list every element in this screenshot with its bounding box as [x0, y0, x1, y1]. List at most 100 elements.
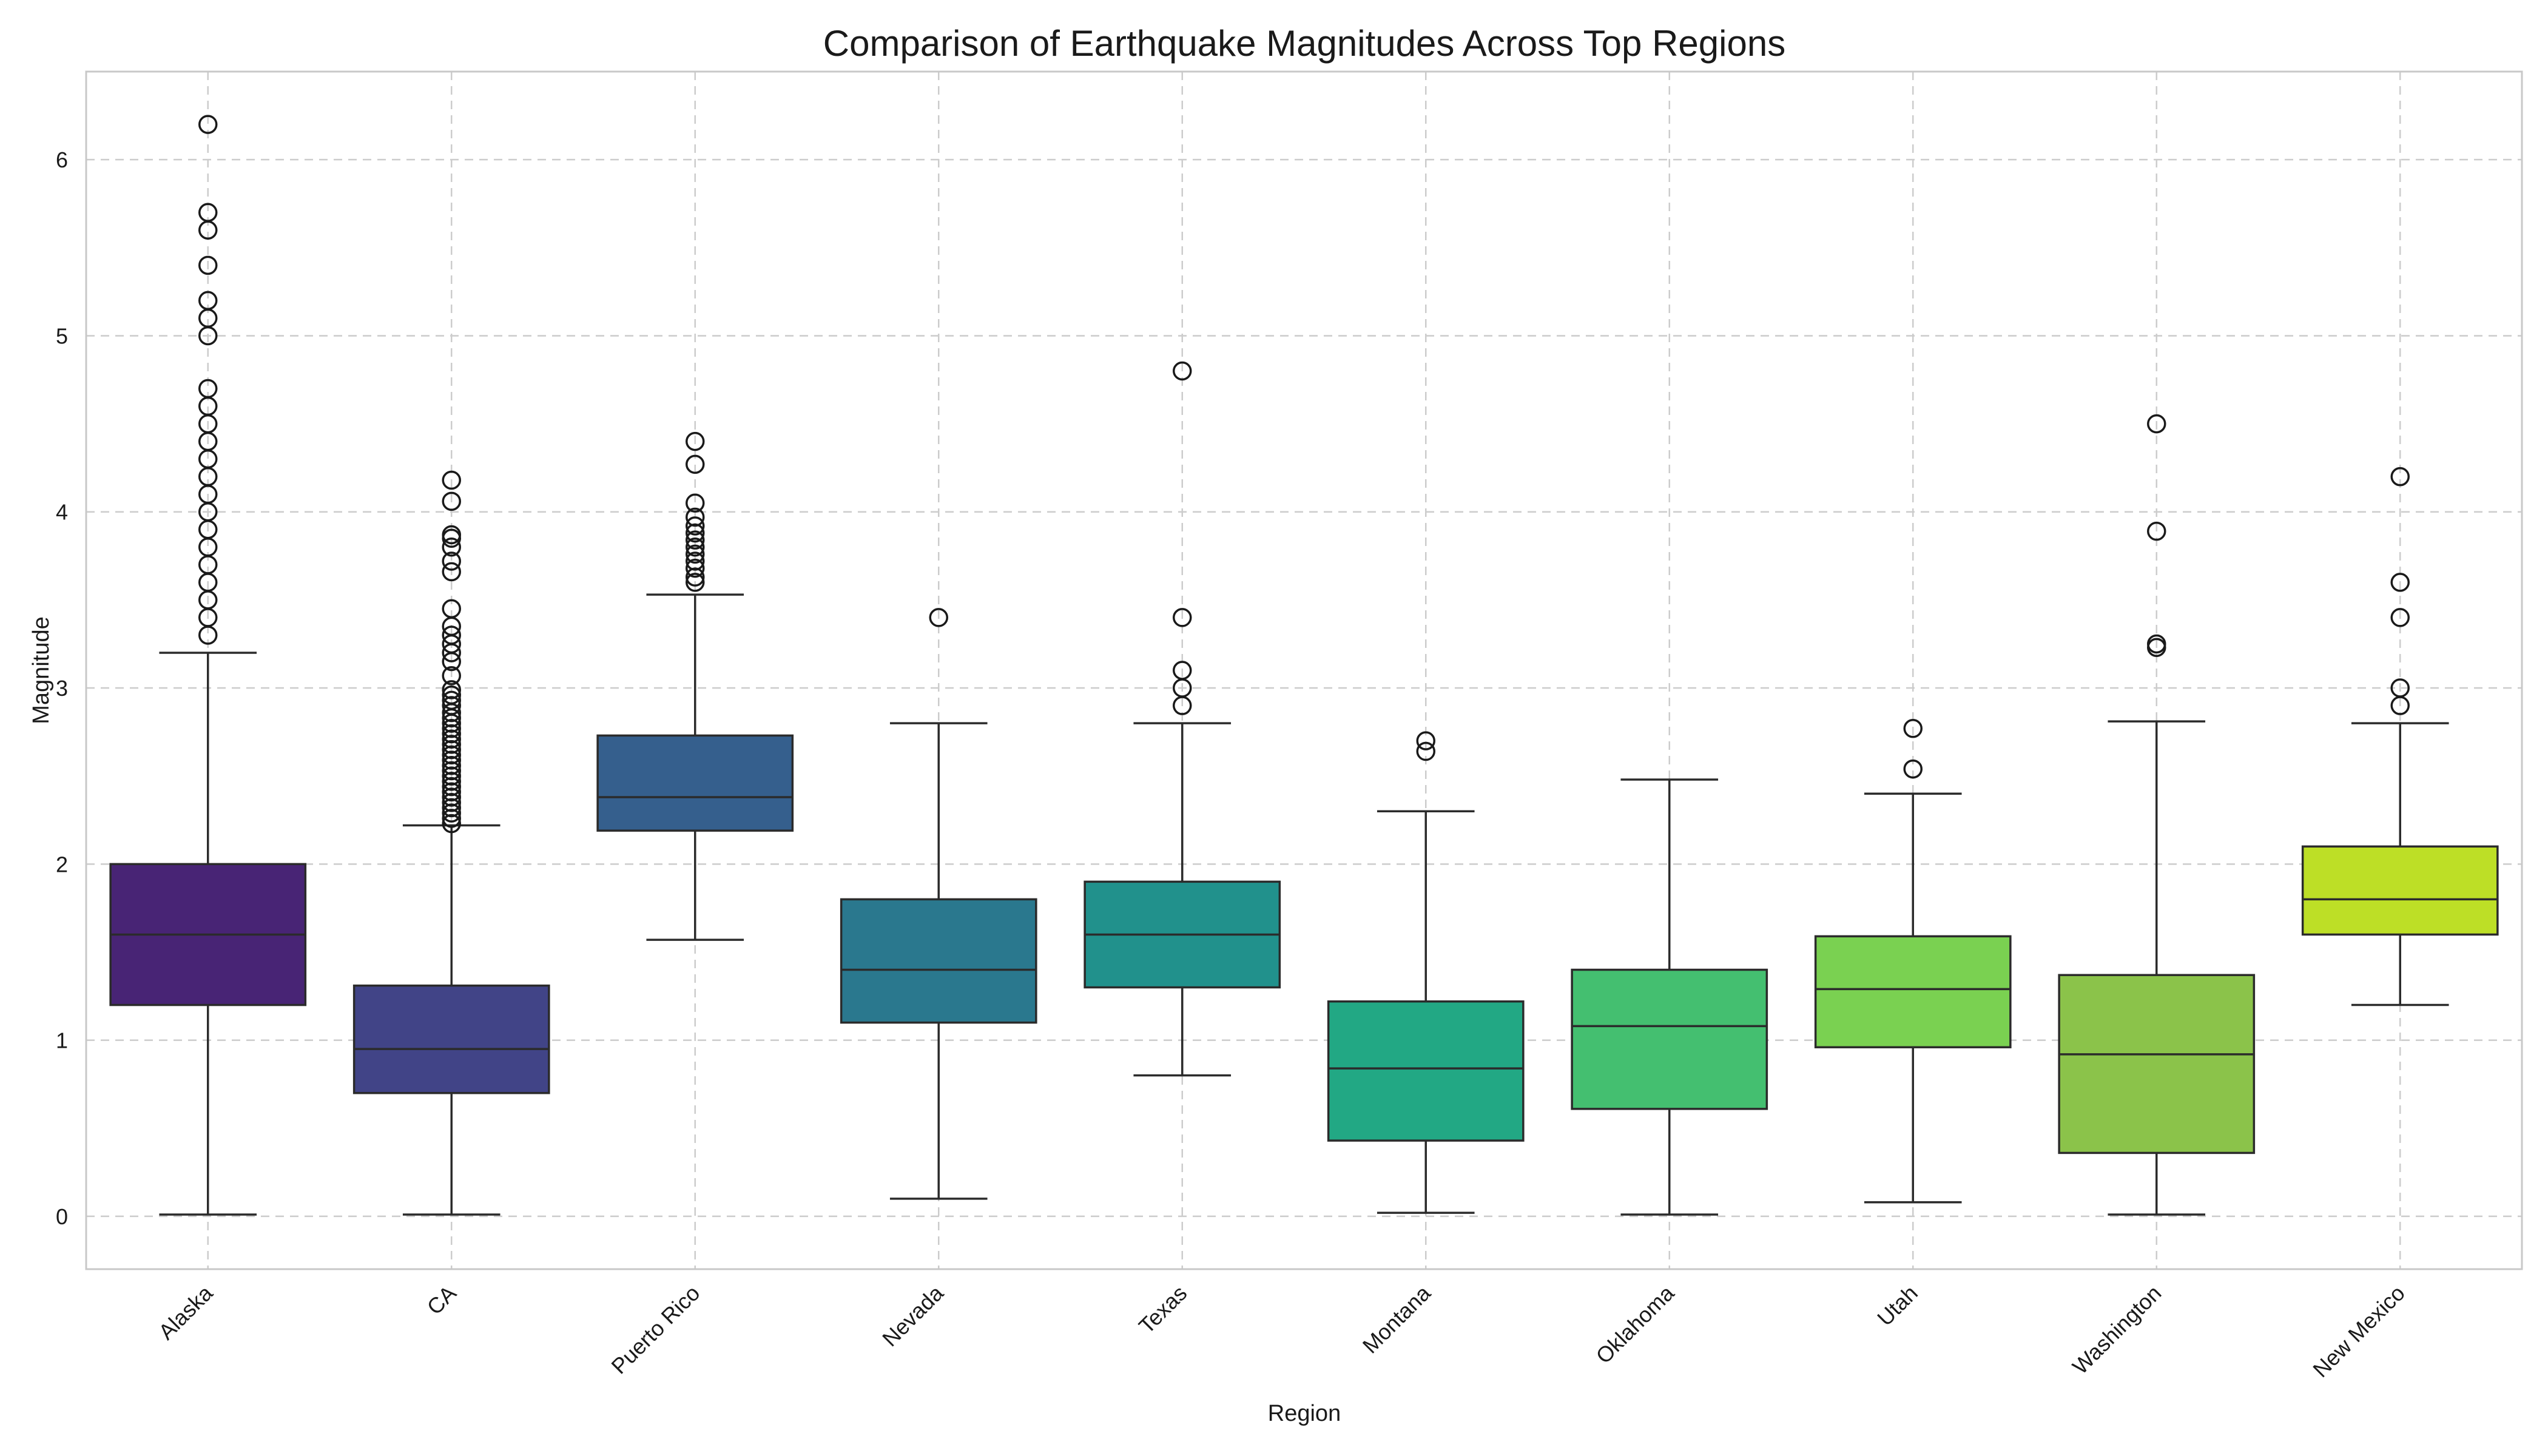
outlier-point: [442, 525, 461, 545]
x-tick-label: New Mexico: [2308, 1281, 2410, 1383]
outlier-point: [1416, 731, 1435, 750]
outlier-point: [442, 756, 461, 775]
outlier-point: [442, 666, 461, 686]
outlier-point: [1903, 719, 1923, 738]
y-axis-label: Magnitude: [29, 616, 54, 724]
outlier-point: [686, 516, 705, 536]
box-group: [352, 470, 550, 1216]
x-tick-label: Oklahoma: [1591, 1280, 1679, 1369]
box-group: [2301, 467, 2499, 1006]
outlier-point: [686, 431, 705, 451]
box-iqr: [1327, 1000, 1525, 1142]
box-group: [2058, 414, 2256, 1216]
outlier-point: [686, 544, 705, 564]
box-iqr: [1814, 935, 2012, 1048]
outlier-point: [1173, 608, 1192, 627]
outlier-point: [442, 782, 461, 802]
outlier-point: [2390, 608, 2410, 627]
outlier-point: [442, 735, 461, 754]
outlier-point: [442, 680, 461, 699]
plot-frame: [85, 70, 2523, 1270]
x-tick-label: Texas: [1134, 1281, 1191, 1338]
outlier-point: [198, 379, 218, 399]
outlier-point: [686, 538, 705, 557]
x-tick-label: Washington: [2068, 1281, 2166, 1379]
outlier-point: [442, 766, 461, 786]
box-iqr: [1571, 968, 1768, 1110]
x-tick-label: Montana: [1358, 1280, 1436, 1358]
box-group: [840, 608, 1037, 1200]
outlier-point: [2147, 414, 2166, 434]
outlier-point: [442, 696, 461, 715]
outlier-point: [442, 792, 461, 812]
box-group: [1327, 731, 1525, 1214]
x-tick-label: Utah: [1872, 1281, 1923, 1331]
box-group: [1571, 778, 1768, 1216]
outlier-point: [2147, 634, 2166, 654]
y-tick-label: 4: [56, 500, 68, 525]
outlier-point: [442, 491, 461, 511]
x-tick-label: CA: [422, 1281, 461, 1320]
outlier-point: [442, 470, 461, 490]
outlier-point: [686, 530, 705, 550]
outlier-point: [442, 809, 461, 828]
outlier-point: [2147, 521, 2166, 541]
box-iqr: [2058, 974, 2256, 1154]
outlier-point: [686, 454, 705, 474]
chart-title: Comparison of Earthquake Magnitudes Acro…: [823, 23, 1785, 64]
outlier-point: [442, 772, 461, 791]
outlier-point: [1903, 759, 1923, 779]
outlier-point: [2390, 467, 2410, 487]
box-group: [596, 431, 794, 941]
outlier-point: [442, 745, 461, 765]
box-group: [1084, 361, 1281, 1077]
outlier-point: [442, 551, 461, 571]
outlier-point: [442, 761, 461, 781]
outlier-point: [198, 115, 218, 134]
box-iqr: [596, 734, 794, 832]
outlier-point: [442, 690, 461, 710]
outlier-point: [442, 798, 461, 818]
y-tick-label: 6: [56, 147, 68, 172]
outlier-point: [686, 507, 705, 527]
y-tick-label: 3: [56, 676, 68, 701]
outlier-point: [442, 538, 461, 557]
box-iqr: [352, 984, 550, 1094]
outlier-point: [686, 551, 705, 571]
outlier-point: [1173, 361, 1192, 381]
outlier-point: [929, 608, 948, 627]
tick-layer: 0 1 2 3 4 5 6 Alaska CA Puerto Rico Nevada Texas Mon…: [56, 147, 2410, 1382]
outlier-point: [1416, 741, 1435, 761]
outlier-point: [198, 203, 218, 222]
outlier-point: [442, 777, 461, 797]
y-tick-label: 5: [56, 323, 68, 348]
x-tick-label: Puerto Rico: [606, 1281, 704, 1379]
x-axis-label: Region: [1268, 1401, 1341, 1426]
outlier-point: [442, 803, 461, 823]
outlier-point: [442, 562, 461, 582]
outlier-point: [442, 625, 461, 645]
box-iqr: [840, 898, 1037, 1024]
outlier-point: [2390, 573, 2410, 592]
outlier-point: [198, 255, 218, 275]
outlier-point: [442, 599, 461, 619]
outlier-point: [1173, 661, 1192, 680]
box-iqr: [2301, 845, 2499, 936]
y-tick-label: 0: [56, 1204, 68, 1229]
y-tick-label: 2: [56, 852, 68, 877]
outlier-point: [686, 567, 705, 587]
outlier-point: [686, 523, 705, 543]
outlier-point: [198, 291, 218, 311]
box-layer: [109, 115, 2499, 1216]
outlier-point: [686, 493, 705, 513]
outlier-point: [442, 740, 461, 760]
outlier-point: [442, 719, 461, 738]
x-tick-label: Alaska: [153, 1280, 218, 1344]
y-tick-label: 1: [56, 1028, 68, 1053]
outlier-point: [442, 729, 461, 749]
outlier-point: [442, 814, 461, 834]
outlier-point: [442, 787, 461, 807]
outlier-point: [686, 558, 705, 578]
outlier-point: [442, 724, 461, 744]
